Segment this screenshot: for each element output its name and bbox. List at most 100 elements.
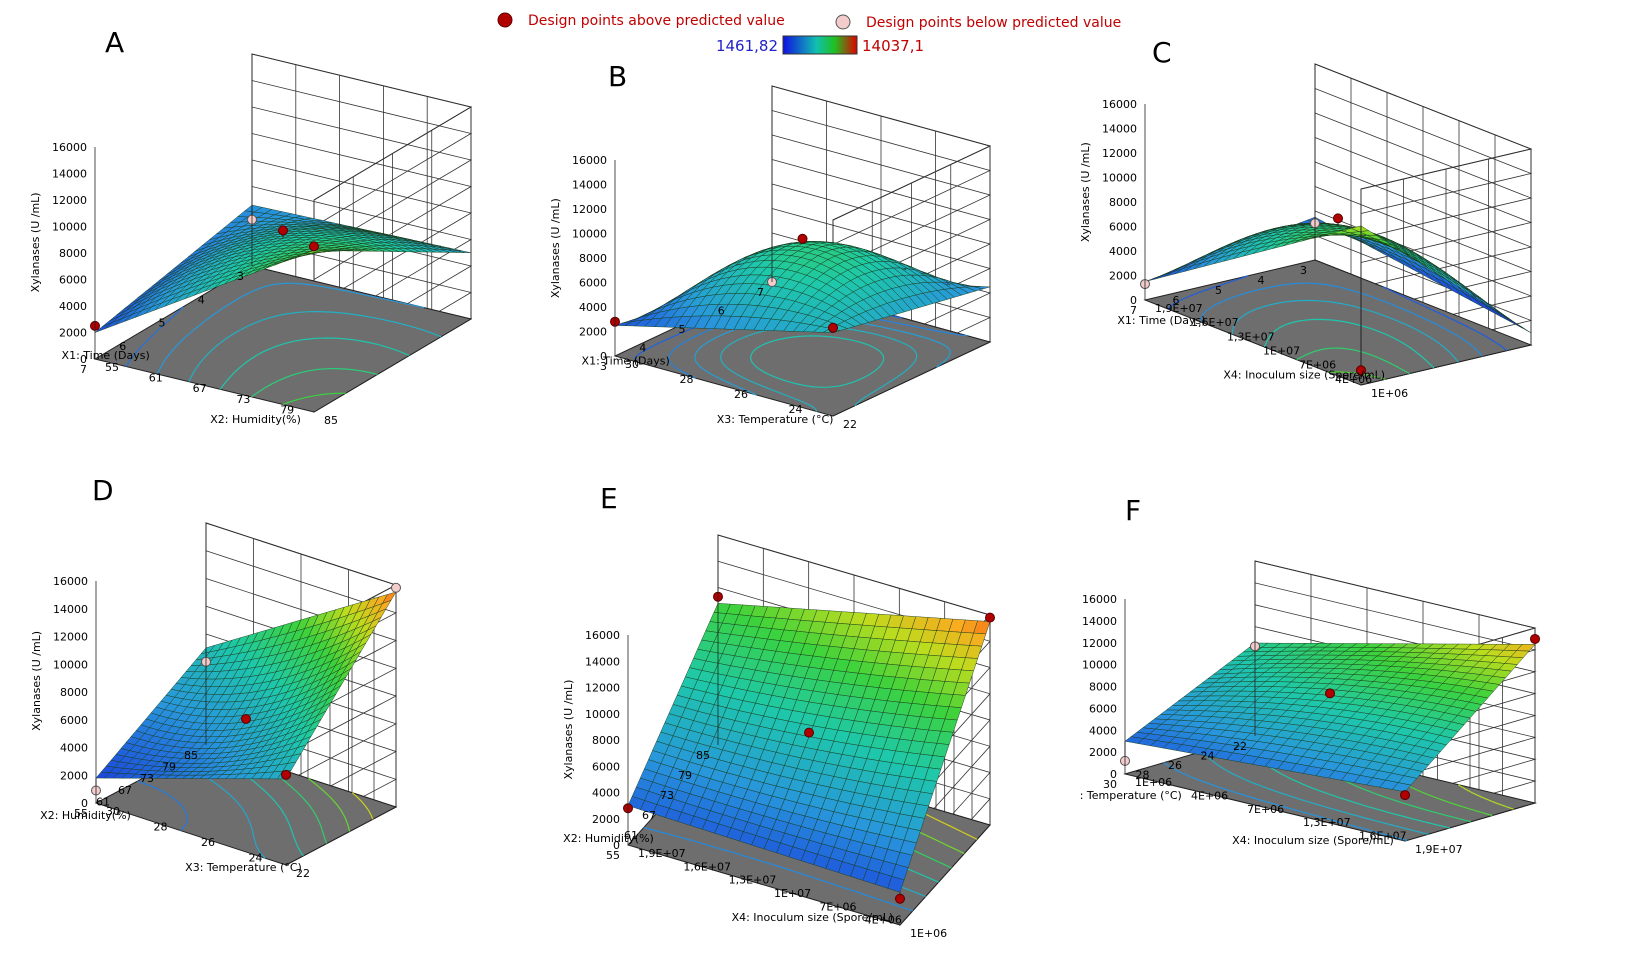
- z-tick-label: 2000: [592, 813, 620, 826]
- y-tick-label: 7E+06: [1299, 359, 1336, 372]
- z-tick-label: 2000: [59, 327, 87, 340]
- z-tick-label: 16000: [1102, 98, 1137, 111]
- surface-plot-b: 16000 14000 12000 10000 8000 6000 4000 2000 0 Xyl…: [549, 60, 992, 431]
- z-tick-label: 10000: [585, 708, 620, 721]
- y-tick-label: 30: [106, 805, 120, 818]
- response-surface: [614, 241, 991, 333]
- colorbar: [782, 35, 858, 55]
- x-tick-label: 5: [159, 317, 166, 330]
- z-tick-label: 4000: [592, 787, 620, 800]
- z-tick-label: 16000: [585, 629, 620, 642]
- floor-plane: [1143, 259, 1533, 386]
- y-tick-label: 1,3E+07: [1227, 330, 1275, 343]
- z-tick-label: 14000: [1102, 123, 1137, 136]
- z-tick-label: 0: [1110, 768, 1117, 781]
- z-tick-label: 14000: [572, 179, 607, 192]
- design-point-above: [1530, 633, 1540, 644]
- y-tick-label: 1,9E+07: [1415, 843, 1463, 856]
- z-axis-label: Xylanases (U /mL): [1080, 142, 1092, 242]
- z-tick-label: 16000: [1082, 593, 1117, 606]
- z-tick-label: 0: [81, 797, 88, 810]
- x-tick-label: 67: [118, 784, 132, 797]
- y-tick-label: 28: [680, 373, 694, 386]
- z-axis-label: Xylanases (U /mL): [562, 680, 575, 780]
- x-axis-label: X1: Time (Days): [582, 355, 670, 368]
- z-tick-label: 4000: [1109, 245, 1137, 258]
- x-tick-label: 6: [1173, 294, 1180, 307]
- x-tick-label: 5: [1215, 284, 1222, 297]
- x-tick-label: 73: [660, 789, 674, 802]
- x-tick-label: 7: [80, 363, 87, 376]
- z-axis-label: Xylanases (U /mL): [30, 631, 43, 731]
- design-point-above: [1325, 688, 1335, 699]
- x-tick-label: 26: [1168, 759, 1182, 772]
- floor-contour: [1167, 275, 1508, 352]
- design-point-above: [804, 727, 814, 738]
- x-tick-label: 4: [639, 342, 646, 355]
- panel-label: F: [1125, 494, 1141, 527]
- z-tick-label: 14000: [52, 168, 87, 181]
- design-point-below: [391, 582, 401, 593]
- response-surface: [95, 591, 397, 780]
- x-tick-label: 7: [757, 286, 764, 299]
- floor-contour: [1457, 784, 1514, 810]
- x-tick-label: 55: [74, 807, 88, 820]
- x-tick-label: 30: [1103, 778, 1117, 791]
- floor-contour: [282, 392, 346, 405]
- z-tick-label: 10000: [572, 228, 607, 241]
- z-tick-label: 4000: [579, 301, 607, 314]
- x-tick-label: 3: [600, 360, 607, 373]
- design-point-above: [1333, 213, 1343, 224]
- x-tick-label: 61: [624, 829, 638, 842]
- y-tick-label: 85: [324, 414, 338, 427]
- x-tick-label: 22: [1233, 740, 1247, 753]
- y-tick-label: 4E+06: [1335, 373, 1372, 386]
- x-axis-label: X3: Temperature (°C): [1080, 789, 1182, 802]
- x-tick-label: 28: [1136, 769, 1150, 782]
- z-tick-label: 16000: [53, 575, 88, 588]
- z-tick-label: 12000: [585, 682, 620, 695]
- x-tick-label: 3: [237, 270, 244, 283]
- z-tick-label: 2000: [579, 326, 607, 339]
- z-tick-label: 2000: [1089, 746, 1117, 759]
- x-tick-label: 4: [198, 293, 205, 306]
- floor-contour: [643, 827, 914, 912]
- floor-contour: [308, 777, 351, 832]
- y-tick-label: 7E+06: [1247, 803, 1284, 816]
- z-tick-label: 2000: [60, 769, 88, 782]
- design-point-above: [1400, 790, 1410, 801]
- x-tick-label: 85: [696, 749, 710, 762]
- z-tick-label: 6000: [59, 274, 87, 287]
- z-tick-label: 6000: [592, 760, 620, 773]
- y-tick-label: 1,9E+07: [638, 847, 686, 860]
- z-tick-label: 8000: [592, 734, 620, 747]
- response-surface: [94, 204, 472, 333]
- y-tick-label: 24: [789, 403, 803, 416]
- y-tick-label: 73: [236, 393, 250, 406]
- floor-contour: [1296, 347, 1410, 375]
- z-tick-label: 6000: [1089, 702, 1117, 715]
- floor-contour: [157, 282, 425, 375]
- x-tick-label: 61: [96, 795, 110, 808]
- z-tick-label: 0: [613, 839, 620, 852]
- y-axis-label: X3: Temperature (°C): [185, 861, 302, 874]
- z-tick-label: 12000: [572, 203, 607, 216]
- z-tick-label: 14000: [585, 655, 620, 668]
- z-tick-label: 2000: [1109, 270, 1137, 283]
- y-tick-label: 22: [843, 418, 857, 431]
- surface-plot-a: 16000 14000 12000 10000 8000 6000 4000 2000 0 Xyl…: [29, 26, 473, 427]
- x-axis-label: X1: Time (Days): [1117, 314, 1205, 327]
- floor-plane: [1123, 735, 1537, 842]
- z-tick-label: 8000: [1109, 196, 1137, 209]
- floor-contour: [188, 311, 442, 382]
- panel-label: D: [92, 480, 114, 507]
- y-tick-label: 22: [296, 867, 310, 880]
- x-tick-label: 6: [119, 340, 126, 353]
- design-point-above: [895, 893, 905, 904]
- z-axis-label: Xylanases (U /mL): [549, 198, 562, 298]
- y-tick-label: 24: [249, 852, 263, 865]
- y-tick-label: 30: [625, 358, 639, 371]
- x-tick-label: 67: [642, 809, 656, 822]
- x-tick-label: 24: [1201, 750, 1215, 763]
- z-axis-label: Xylanases (U /mL): [29, 192, 42, 292]
